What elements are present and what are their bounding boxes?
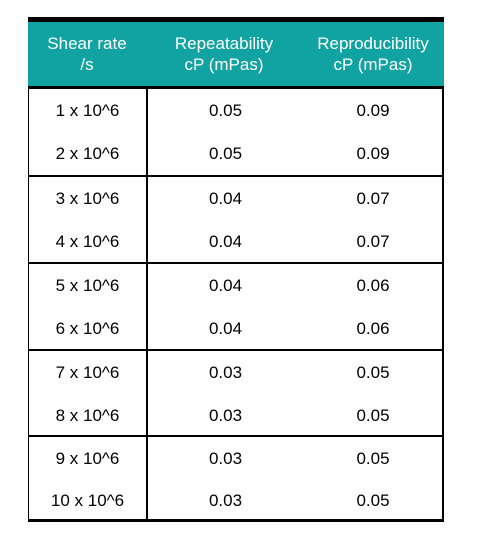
group-divider [29, 175, 442, 177]
cell-reproducibility: 0.05 [356, 405, 390, 425]
table-row: 4 x 10^6 0.04 0.07 [29, 220, 442, 263]
cell-reproducibility: 0.06 [356, 318, 390, 338]
cell-shear-rate: 4 x 10^6 [55, 231, 120, 251]
header-repeatability: Repeatability cP (mPas) [174, 34, 274, 74]
column-divider [146, 89, 148, 519]
group-divider [29, 262, 442, 264]
cell-repeatability: 0.04 [208, 318, 243, 338]
cell-repeatability: 0.03 [208, 490, 243, 510]
table-row: 2 x 10^6 0.05 0.09 [29, 132, 442, 175]
table-row: 5 x 10^6 0.04 0.06 [29, 264, 442, 307]
table-row: 10 x 10^6 0.03 0.05 [29, 479, 442, 522]
table-row: 8 x 10^6 0.03 0.05 [29, 394, 442, 437]
cell-reproducibility: 0.05 [356, 448, 390, 468]
table-header: Shear rate /s Repeatability cP (mPas) Re… [28, 22, 444, 86]
header-shear-rate: Shear rate /s [47, 34, 127, 74]
cell-repeatability: 0.03 [208, 448, 243, 468]
group-divider [29, 349, 442, 351]
table-row: 7 x 10^6 0.03 0.05 [29, 351, 442, 394]
table-row: 9 x 10^6 0.03 0.05 [29, 437, 442, 480]
table-row: 1 x 10^6 0.05 0.09 [29, 89, 442, 132]
cell-shear-rate: 1 x 10^6 [55, 100, 120, 120]
table-row: 6 x 10^6 0.04 0.06 [29, 307, 442, 350]
cell-shear-rate: 8 x 10^6 [55, 405, 120, 425]
top-rule [28, 17, 444, 22]
cell-shear-rate: 6 x 10^6 [55, 318, 120, 338]
cell-shear-rate: 9 x 10^6 [55, 448, 120, 468]
cell-repeatability: 0.04 [208, 231, 243, 251]
cell-shear-rate: 5 x 10^6 [55, 275, 120, 295]
cell-repeatability: 0.03 [208, 362, 243, 382]
cell-repeatability: 0.03 [208, 405, 243, 425]
cell-reproducibility: 0.07 [356, 231, 390, 251]
header-reproducibility: Reproducibility cP (mPas) [317, 34, 429, 74]
table-row: 3 x 10^6 0.04 0.07 [29, 177, 442, 220]
group-divider [29, 435, 442, 437]
data-table: Shear rate /s Repeatability cP (mPas) Re… [28, 17, 444, 522]
table-body: 1 x 10^6 0.05 0.09 2 x 10^6 0.05 0.09 3 … [28, 89, 444, 522]
cell-repeatability: 0.05 [208, 100, 243, 120]
cell-reproducibility: 0.09 [356, 143, 390, 163]
cell-repeatability: 0.04 [208, 275, 243, 295]
cell-reproducibility: 0.07 [356, 188, 390, 208]
cell-shear-rate: 3 x 10^6 [55, 188, 120, 208]
cell-repeatability: 0.04 [208, 188, 243, 208]
header-rule [28, 86, 444, 89]
cell-shear-rate: 7 x 10^6 [55, 362, 120, 382]
cell-reproducibility: 0.06 [356, 275, 390, 295]
cell-shear-rate: 10 x 10^6 [50, 490, 125, 510]
cell-reproducibility: 0.05 [356, 490, 390, 510]
cell-repeatability: 0.05 [208, 143, 243, 163]
cell-reproducibility: 0.05 [356, 362, 390, 382]
cell-reproducibility: 0.09 [356, 100, 390, 120]
cell-shear-rate: 2 x 10^6 [55, 143, 120, 163]
